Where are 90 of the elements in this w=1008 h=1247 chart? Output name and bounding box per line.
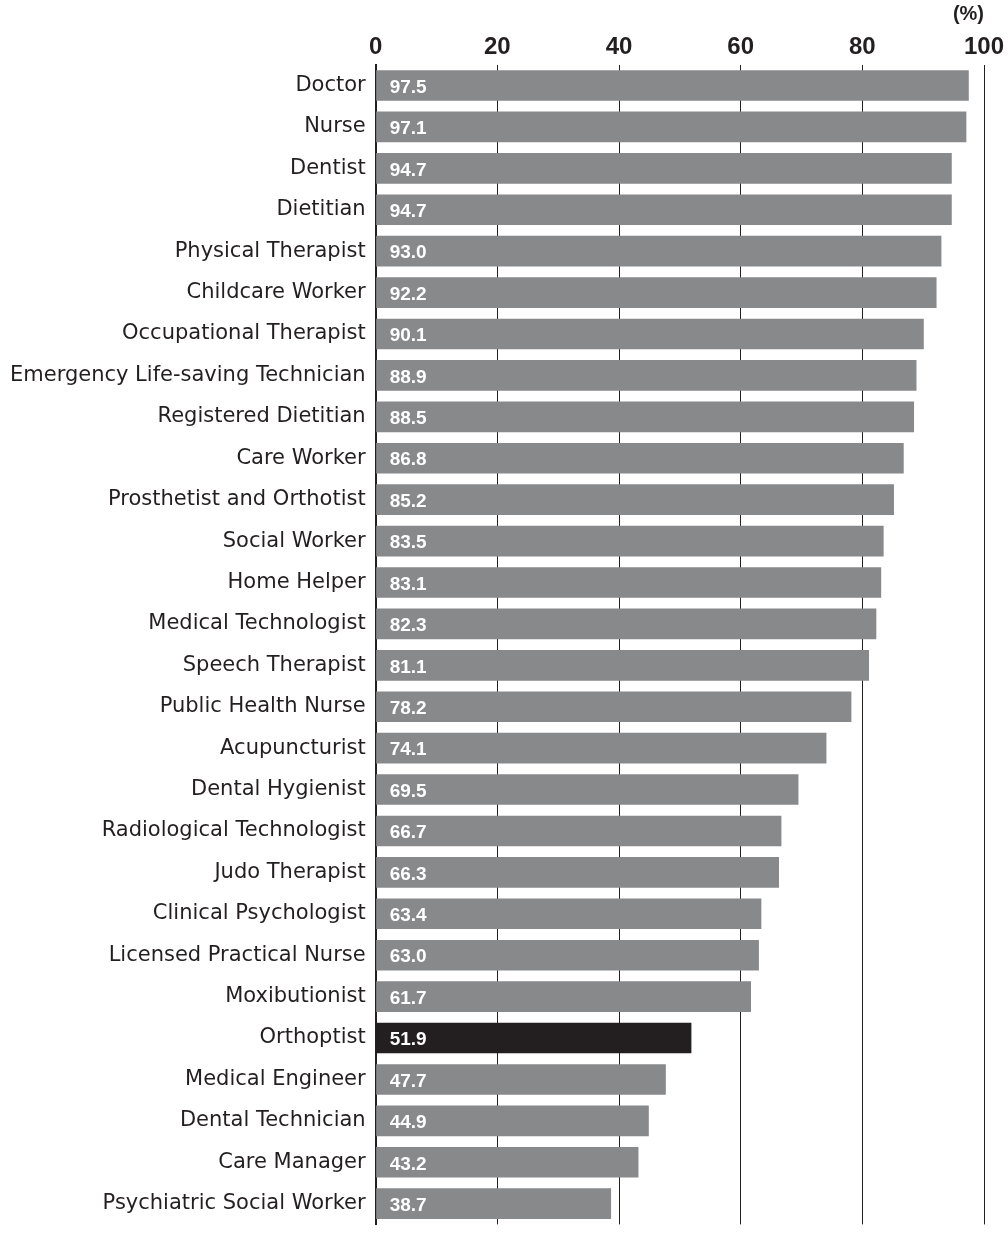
data-label: 82.3 [389,614,427,636]
data-label: 61.7 [389,986,427,1008]
x-tick-label: 60 [727,32,755,60]
data-label: 66.3 [389,862,427,884]
data-label: 88.9 [389,365,427,387]
y-tick-label: Doctor [295,71,367,96]
data-label: 90.1 [389,324,428,346]
y-tick-label: Emergency Life-saving Technician [10,361,366,386]
data-label: 94.7 [389,158,427,180]
data-label: 69.5 [389,779,428,801]
data-label: 97.5 [389,75,428,97]
y-tick-label: Clinical Psychologist [152,900,366,925]
bar [376,567,882,598]
bar [376,939,759,971]
bar [376,318,924,350]
y-tick-label: Judo Therapist [212,858,366,883]
y-tick-label: Care Worker [236,444,367,469]
data-label: 47.7 [389,1069,427,1091]
bar [376,815,782,847]
y-tick-label: Licensed Practical Nurse [108,941,366,966]
bar [376,608,877,640]
data-label: 66.7 [389,821,427,843]
bar [376,525,884,557]
bar [376,442,904,474]
data-label: 51.9 [389,1028,427,1050]
bar [376,401,915,433]
y-tick-label: Dietitian [276,196,366,221]
y-tick-label: Orthoptist [259,1024,366,1049]
bar [376,649,870,681]
bar [376,691,852,723]
bar [376,360,917,391]
x-tick-label: 80 [848,32,876,60]
y-tick-label: Registered Dietitian [157,403,366,428]
y-tick-label: Moxibutionist [225,983,366,1008]
data-label: 93.0 [389,241,427,263]
y-tick-label: Medical Technologist [148,610,366,635]
data-label: 38.7 [389,1193,427,1215]
data-label: 63.4 [389,904,428,926]
data-label: 44.9 [389,1111,427,1133]
bar [376,111,967,143]
bar [376,898,762,930]
bar [376,981,752,1012]
data-label: 88.5 [389,407,428,429]
data-label: 92.2 [389,282,427,304]
bar [376,1188,612,1220]
bar [376,235,942,267]
y-tick-label: Occupational Therapist [122,320,366,345]
bar [376,857,779,888]
y-tick-label: Dental Hygienist [191,776,366,800]
y-tick-label: Psychiatric Social Worker [102,1190,367,1215]
y-tick-label: Acupuncturist [220,734,366,759]
x-tick-label: 100 [963,32,1005,60]
x-tick-label: 0 [368,32,383,60]
y-tick-label: Public Health Nurse [159,693,366,718]
data-label: 97.1 [389,117,428,139]
y-tick-label: Childcare Worker [186,279,367,304]
y-tick-label: Dental Technician [179,1107,366,1132]
y-tick-label: Care Manager [218,1148,367,1173]
y-tick-label: Nurse [304,113,366,138]
bar [376,277,937,308]
y-tick-label: Dentist [290,154,366,179]
data-label: 83.5 [389,531,428,553]
data-label: 78.2 [389,696,427,718]
data-label: 43.2 [389,1152,427,1174]
x-tick-label: 20 [483,32,511,60]
bar [376,732,827,764]
data-label: 86.8 [389,448,427,470]
x-axis-title: (%) [952,1,984,24]
data-label: 63.0 [389,945,427,967]
bar [376,194,952,226]
y-tick-label: Home Helper [227,568,367,593]
data-label: 74.1 [389,738,428,760]
y-tick-label: Prosthetist and Orthotist [108,486,366,511]
y-tick-label: Radiological Technologist [101,817,366,842]
bar [376,484,894,515]
x-tick-label: 40 [605,32,633,60]
y-tick-label: Social Worker [222,527,367,552]
bar [376,1105,649,1137]
data-label: 85.2 [389,489,427,511]
data-label: 94.7 [389,199,427,221]
y-tick-label: Speech Therapist [182,651,366,676]
bar [376,153,952,184]
y-tick-label: Physical Therapist [174,237,366,262]
y-tick-label: Medical Engineer [185,1065,367,1090]
data-label: 81.1 [389,655,428,677]
bar [376,70,969,101]
bar [376,774,799,805]
data-label: 83.1 [389,572,428,594]
bar [376,1064,666,1095]
bar [376,1146,639,1178]
